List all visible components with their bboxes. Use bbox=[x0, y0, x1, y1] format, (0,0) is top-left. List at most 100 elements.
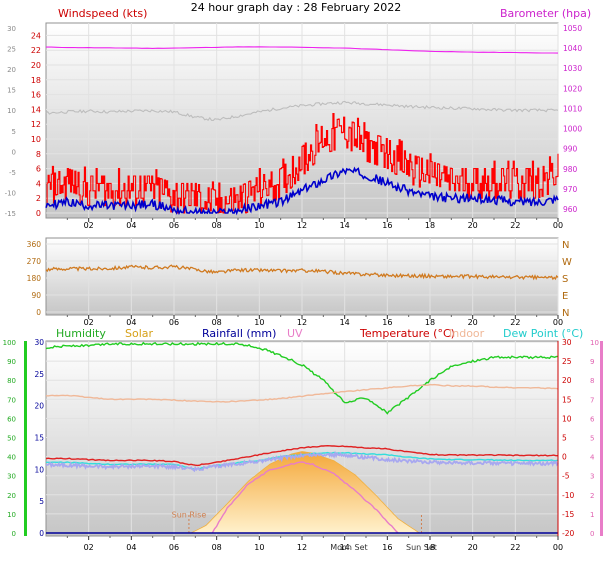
uv-tick-label: 2 bbox=[590, 492, 594, 500]
direction-tick-label: 0 bbox=[36, 308, 41, 317]
indoor-label: Indoor bbox=[449, 327, 485, 340]
windspeed-tick-label: 2 bbox=[36, 194, 41, 203]
rainfall-tick-label: 15 bbox=[34, 434, 44, 443]
temperature-tick-label: -15 bbox=[562, 510, 574, 519]
temperature-tick-label: 25 bbox=[562, 357, 572, 366]
humidity-tick-label: 60 bbox=[7, 415, 16, 423]
temperature-tick-label: 15 bbox=[562, 395, 572, 404]
compass-tick-label: N bbox=[562, 240, 569, 251]
wind-series bbox=[45, 46, 559, 216]
humidity-tick-label: 70 bbox=[7, 396, 16, 404]
barometer-label: Barometer (hpa) bbox=[500, 7, 591, 20]
windchill-tick-label: 0 bbox=[12, 148, 16, 156]
temperature-tick-label: -10 bbox=[562, 491, 574, 500]
direction-tick-label: 180 bbox=[27, 274, 42, 283]
rainfall-tick-label: 20 bbox=[34, 402, 44, 411]
sunset-label: Sun Set bbox=[406, 543, 437, 552]
compass-tick-label: W bbox=[562, 257, 572, 268]
x-tick-label: 16 bbox=[382, 318, 392, 327]
wind_gust-line bbox=[46, 112, 559, 214]
compass-tick-label: E bbox=[562, 291, 568, 302]
temperature-tick-label: 30 bbox=[562, 338, 572, 347]
dewpoint-label: Dew Point (°C) bbox=[503, 327, 583, 340]
x-tick-label: 22 bbox=[510, 543, 520, 552]
x-tick-label: 08 bbox=[212, 318, 222, 327]
temperature-tick-label: 10 bbox=[562, 414, 572, 423]
uv-tick-label: 6 bbox=[590, 415, 595, 423]
x-tick-label: 16 bbox=[382, 221, 392, 230]
temperature-tick-label: -5 bbox=[562, 472, 570, 481]
x-tick-label: 14 bbox=[340, 221, 350, 230]
x-tick-label: 00 bbox=[553, 221, 563, 230]
direction-line bbox=[45, 264, 559, 281]
humidity-tick-label: 100 bbox=[3, 339, 16, 347]
windspeed-tick-label: 14 bbox=[31, 105, 41, 114]
rainfall-label: Rainfall (mm) bbox=[202, 327, 276, 340]
uv-label: UV bbox=[287, 327, 303, 340]
apparent-line bbox=[45, 450, 559, 473]
x-tick-label: 10 bbox=[254, 543, 264, 552]
x-tick-label: 20 bbox=[468, 543, 478, 552]
temperature-axes: -20-15-10-505101520253001020304050607080… bbox=[3, 338, 603, 552]
uv-tick-label: 7 bbox=[590, 396, 594, 404]
uv-tick-label: 3 bbox=[590, 473, 594, 481]
wind_speed-line bbox=[45, 166, 559, 216]
solar-label: Solar bbox=[125, 327, 154, 340]
humidity-tick-label: 40 bbox=[7, 454, 16, 462]
wind_chill-line bbox=[45, 100, 559, 121]
windspeed-tick-label: 4 bbox=[36, 179, 41, 188]
x-tick-label: 06 bbox=[169, 543, 179, 552]
direction-series bbox=[45, 264, 559, 281]
x-tick-label: 06 bbox=[169, 318, 179, 327]
indoor-line bbox=[45, 383, 559, 403]
windchill-tick-label: 10 bbox=[7, 107, 16, 115]
humidity-label: Humidity bbox=[56, 327, 106, 340]
sunrise-label: Sun Rise bbox=[172, 511, 207, 520]
x-tick-label: 12 bbox=[297, 221, 307, 230]
solar-area bbox=[190, 451, 421, 534]
uv-tick-label: 1 bbox=[590, 511, 594, 519]
barometer-tick-label: 970 bbox=[563, 185, 578, 194]
humidity-tick-label: 50 bbox=[7, 435, 16, 443]
humidity-line bbox=[45, 341, 559, 415]
humidity-tick-label: 90 bbox=[7, 358, 16, 366]
x-tick-label: 20 bbox=[468, 318, 478, 327]
temperature-label: Temperature (°C) bbox=[359, 327, 455, 340]
x-tick-label: 00 bbox=[553, 318, 563, 327]
windchill-tick-label: 25 bbox=[7, 46, 16, 54]
direction-axes: 0 N 90 E 180 S 270 W 360 N 02 04 06 08 10 12 14 16 18 20 22 0… bbox=[27, 240, 572, 327]
x-tick-label: 14 bbox=[340, 543, 350, 552]
temperature-tick-label: 20 bbox=[562, 376, 572, 385]
barometer-line bbox=[46, 46, 559, 54]
compass-tick-label: S bbox=[562, 274, 568, 285]
moonset-label: Moon Set bbox=[330, 543, 367, 552]
windspeed-tick-label: 24 bbox=[31, 31, 41, 40]
humidity-tick-label: 20 bbox=[7, 492, 16, 500]
x-tick-label: 04 bbox=[126, 221, 136, 230]
x-tick-label: 02 bbox=[84, 221, 94, 230]
barometer-tick-label: 960 bbox=[563, 205, 578, 214]
windchill-tick-label: -15 bbox=[5, 210, 16, 218]
barometer-tick-label: 980 bbox=[563, 165, 578, 174]
x-tick-label: 02 bbox=[84, 543, 94, 552]
windspeed-tick-label: 22 bbox=[31, 46, 41, 55]
rainfall-tick-label: 10 bbox=[34, 465, 44, 474]
windchill-tick-label: -10 bbox=[5, 189, 16, 197]
windchill-tick-label: 30 bbox=[7, 25, 16, 33]
x-tick-label: 18 bbox=[425, 318, 435, 327]
rainfall-tick-label: 25 bbox=[34, 370, 44, 379]
x-tick-label: 12 bbox=[297, 318, 307, 327]
barometer-tick-label: 1040 bbox=[563, 44, 582, 53]
humidity-tick-label: 10 bbox=[7, 511, 16, 519]
windchill-tick-label: 15 bbox=[7, 87, 16, 95]
uv-axis-bar bbox=[600, 341, 603, 536]
rainfall-tick-label: 5 bbox=[39, 497, 44, 506]
direction-tick-label: 360 bbox=[27, 240, 42, 249]
rainfall-tick-label: 30 bbox=[34, 338, 44, 347]
uv-tick-label: 4 bbox=[590, 454, 595, 462]
x-tick-label: 14 bbox=[340, 318, 350, 327]
windchill-tick-label: 20 bbox=[7, 66, 16, 74]
temperature-tick-label: 5 bbox=[562, 434, 567, 443]
temperature-line bbox=[45, 444, 558, 467]
windspeed-tick-label: 0 bbox=[36, 209, 41, 218]
